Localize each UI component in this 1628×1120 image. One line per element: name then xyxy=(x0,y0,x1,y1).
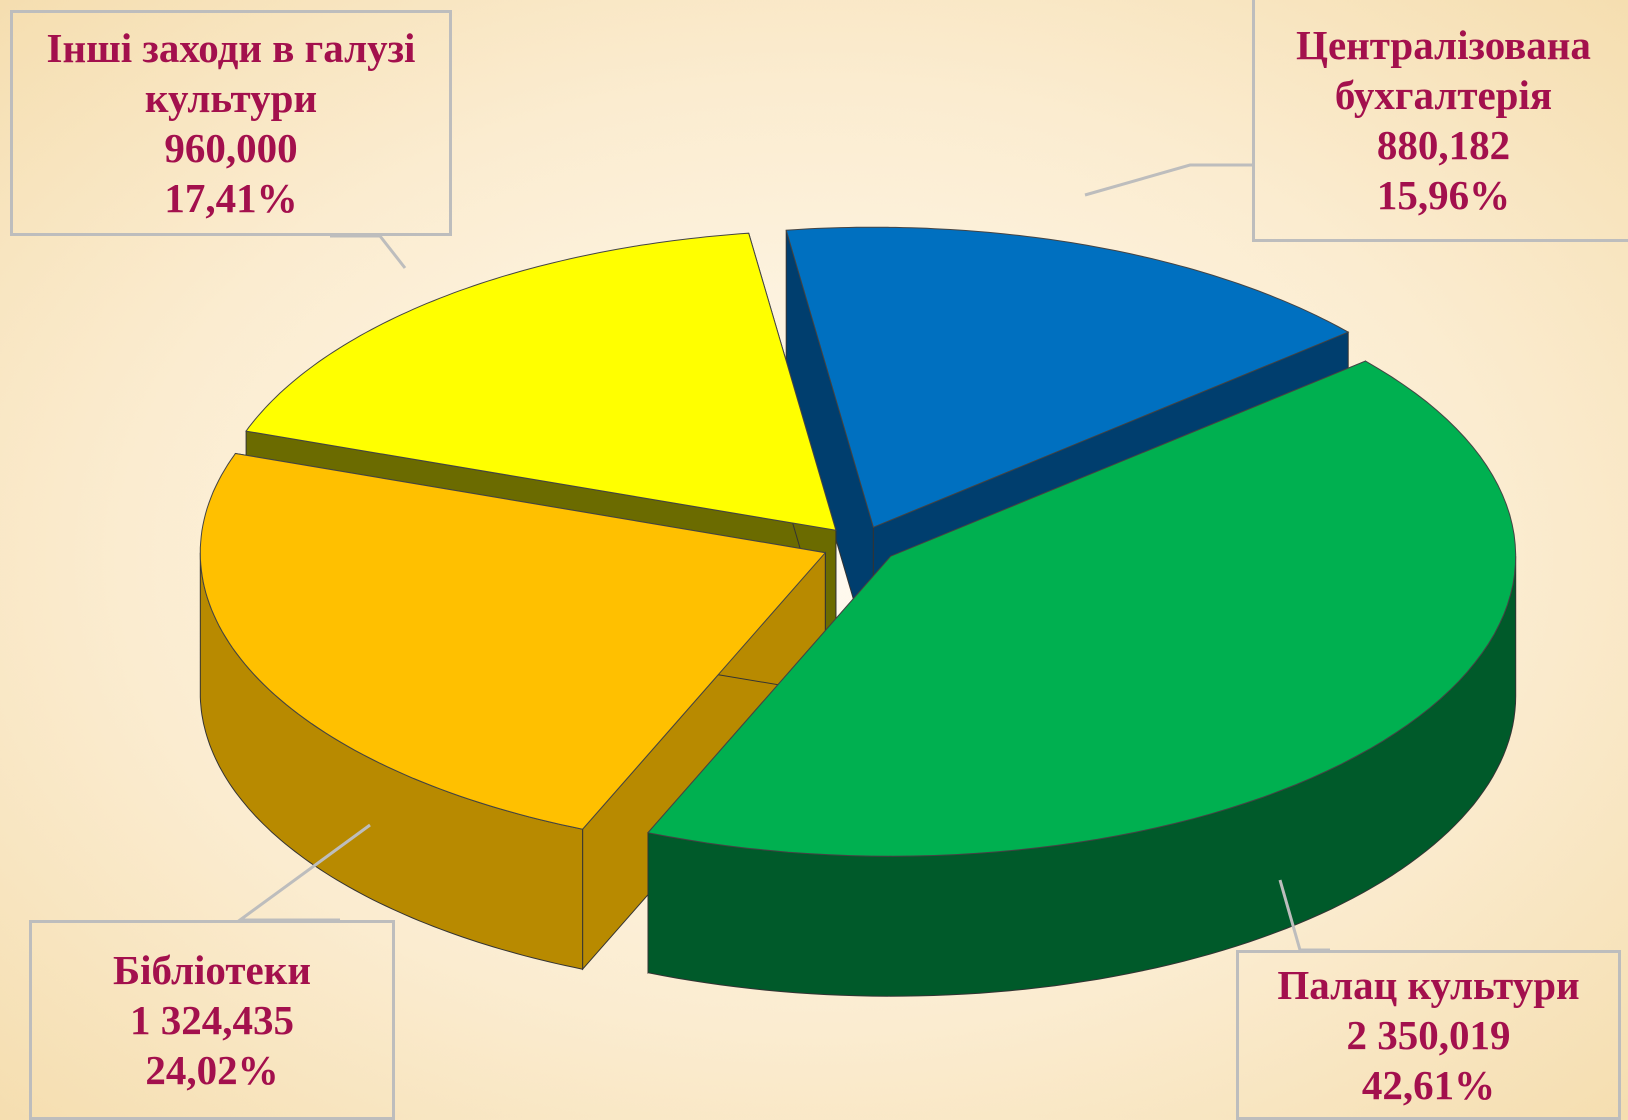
slice xyxy=(245,232,837,531)
leader-line xyxy=(1084,163,1255,197)
slice xyxy=(785,226,1350,528)
label-box: Бібліотеки 1 324,435 24,02% xyxy=(29,920,395,1120)
value-label: 1 324,435 xyxy=(130,997,294,1043)
label-box: Централізована бухгалтерія 880,182 15,96… xyxy=(1252,0,1628,242)
leader-line xyxy=(330,234,407,269)
label-box: Інші заходи в галузі культури 960,000 17… xyxy=(10,10,452,236)
slice xyxy=(199,452,827,830)
value-label: 880,182 xyxy=(1376,121,1511,168)
slice-label: Палац культури xyxy=(1277,962,1580,1008)
percentage-label: 15,96% xyxy=(1376,171,1511,218)
slice-label: Інші заходи в галузі культури xyxy=(46,25,416,121)
percentage-label: 24,02% xyxy=(145,1047,279,1093)
pie xyxy=(199,226,1517,997)
slice-label: Централізована бухгалтерія xyxy=(1296,21,1591,118)
slice-label: Бібліотеки xyxy=(113,947,311,993)
slice xyxy=(647,360,1517,857)
label-box: Палац культури 2 350,019 42,61% xyxy=(1236,950,1621,1120)
value-label: 2 350,019 xyxy=(1346,1012,1511,1058)
percentage-label: 17,41% xyxy=(164,175,298,221)
value-label: 960,000 xyxy=(164,125,298,171)
percentage-label: 42,61% xyxy=(1361,1062,1496,1108)
